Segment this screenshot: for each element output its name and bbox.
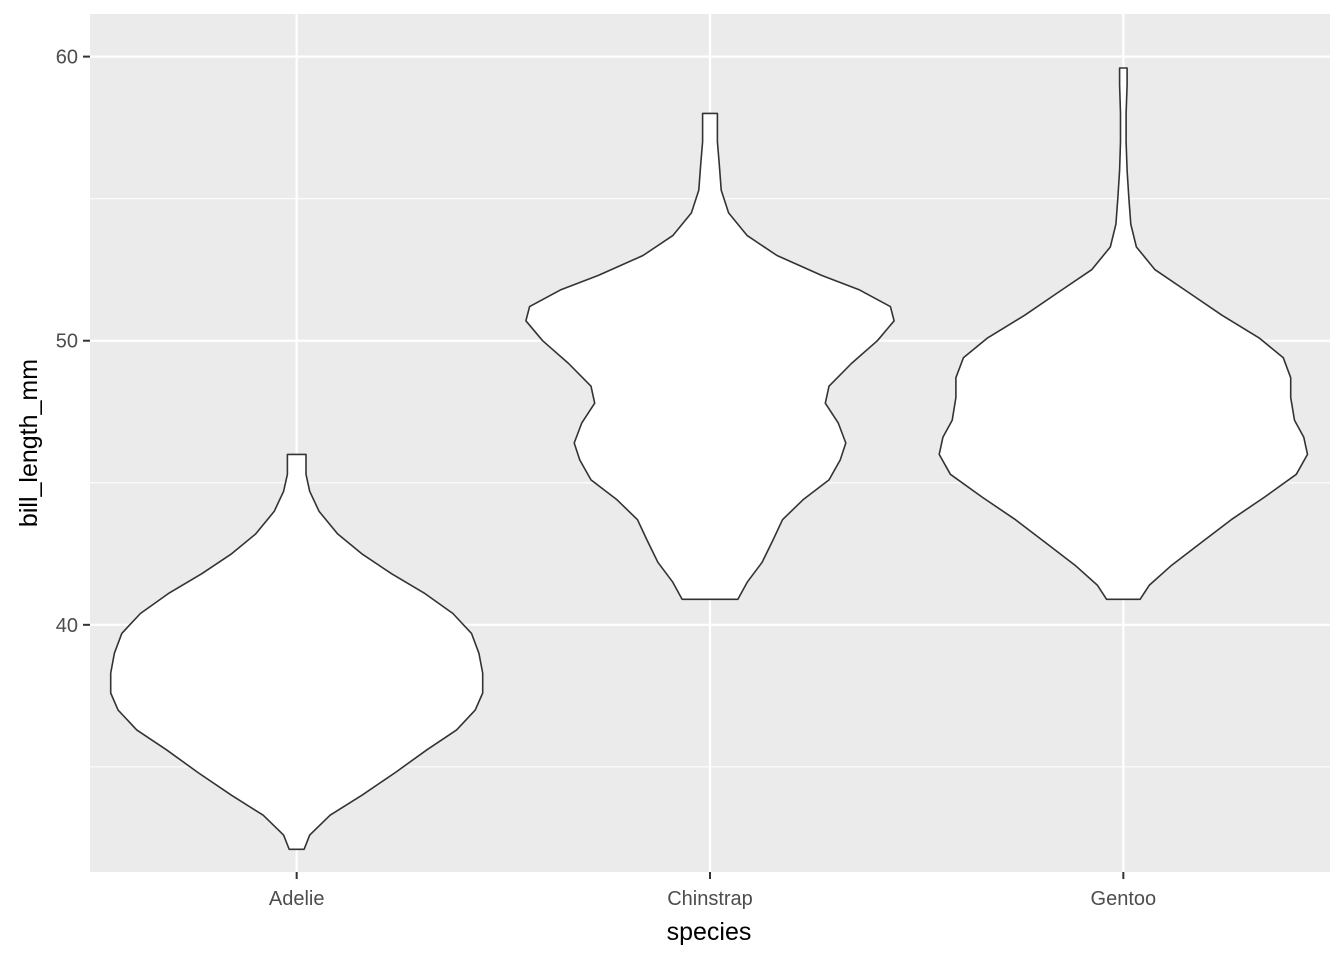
violin-chinstrap — [525, 112, 895, 601]
x-tick-label: Chinstrap — [667, 888, 753, 910]
x-tick-label: Gentoo — [1091, 888, 1157, 910]
y-tick-label: 40 — [56, 615, 78, 637]
y-tick-label: 60 — [56, 47, 78, 69]
y-axis: 40 50 60 — [56, 47, 90, 637]
x-axis-title: species — [667, 918, 752, 946]
y-axis-title: bill_length_mm — [15, 359, 43, 527]
x-tick-label: Adelie — [269, 888, 325, 910]
y-tick-label: 50 — [56, 331, 78, 353]
violins — [109, 67, 1309, 851]
violin-gentoo — [938, 67, 1309, 601]
violin-adelie — [109, 453, 484, 851]
x-axis: Adelie Chinstrap Gentoo — [269, 872, 1156, 910]
